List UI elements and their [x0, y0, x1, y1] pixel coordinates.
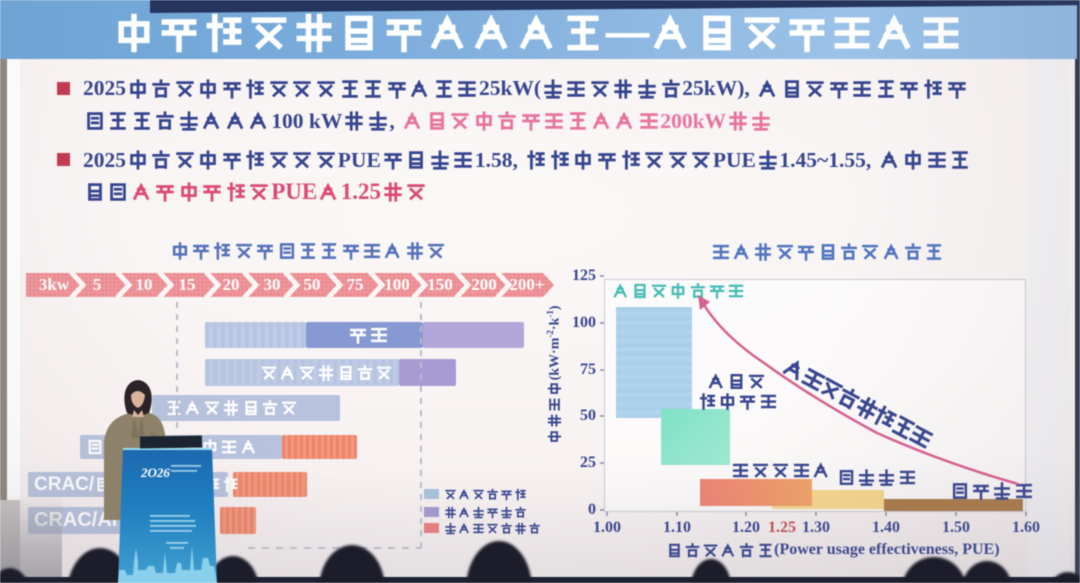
svg-text:2O26: 2O26	[140, 465, 170, 480]
